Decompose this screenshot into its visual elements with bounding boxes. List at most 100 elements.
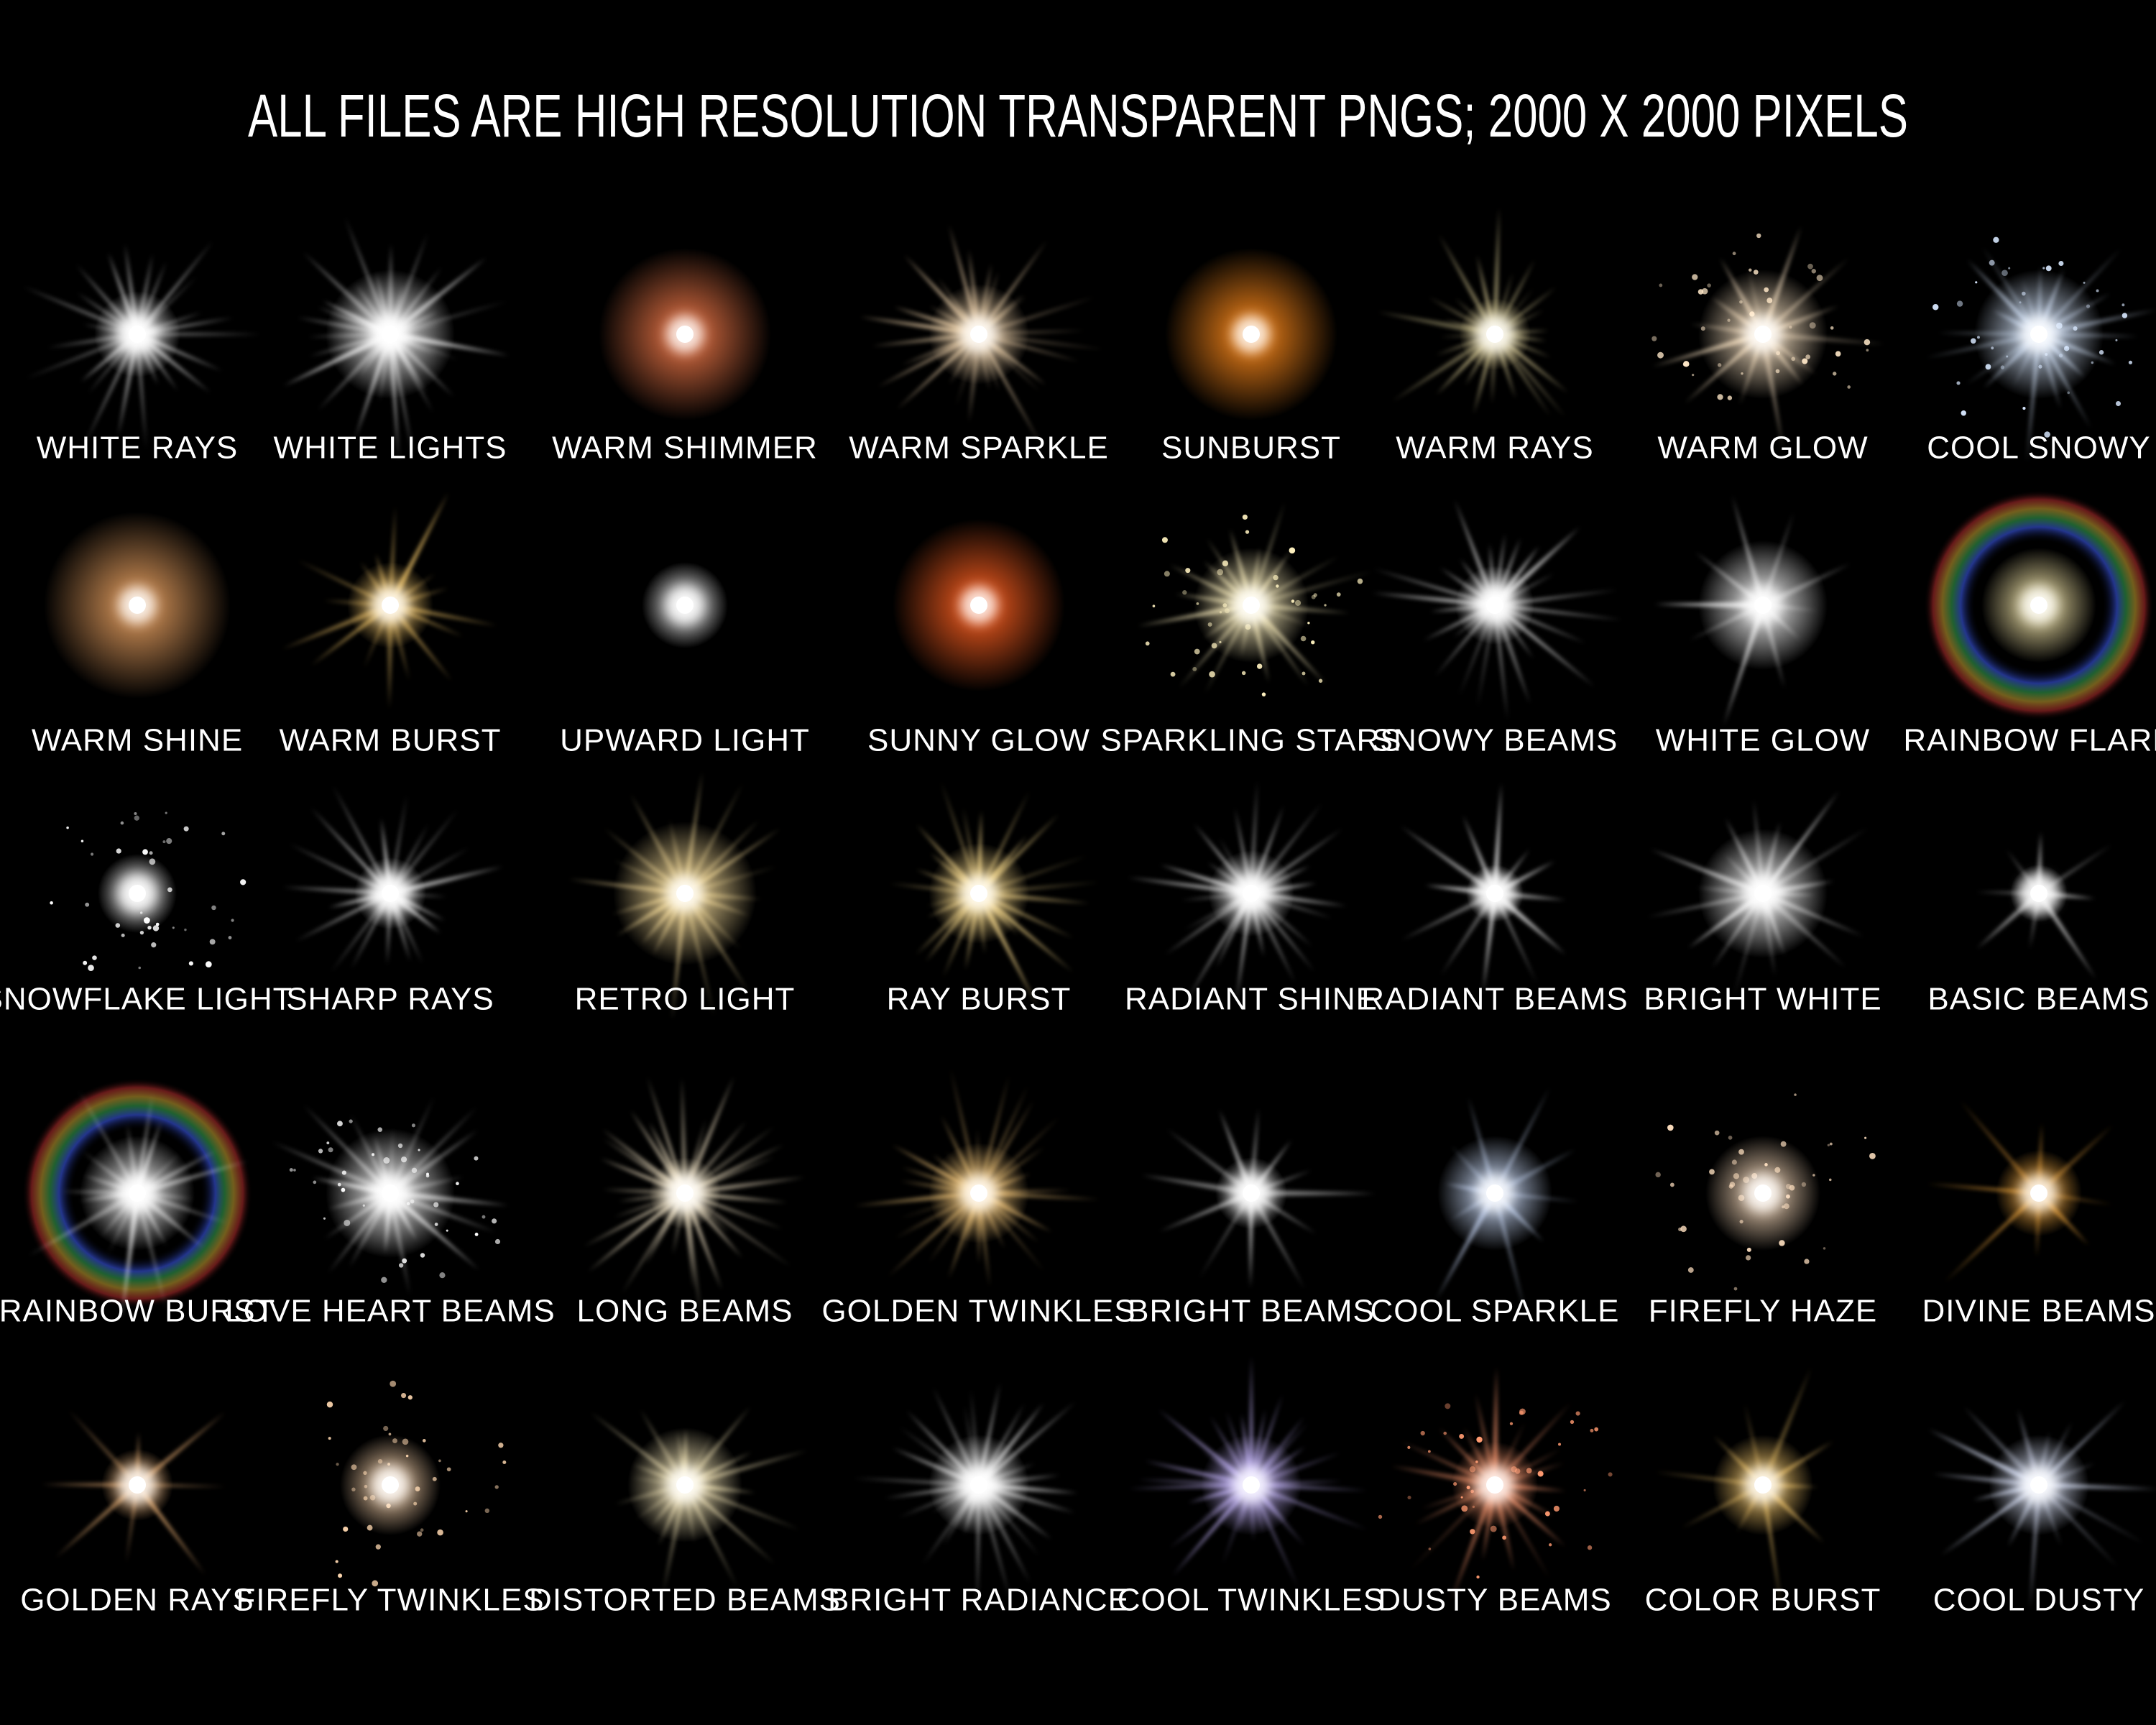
light-effect: [1976, 832, 2112, 980]
ray: [1207, 538, 1253, 607]
ray: [1761, 891, 1864, 937]
ray: [390, 1190, 509, 1206]
ray: [1462, 815, 1498, 895]
ray: [1761, 258, 1849, 336]
ray: [977, 1484, 1039, 1556]
sparkle: [1182, 590, 1187, 595]
ray: [640, 1409, 688, 1487]
ray: [888, 1191, 981, 1276]
sparkle: [1756, 233, 1761, 239]
sparkle: [139, 911, 143, 914]
core: [970, 885, 987, 902]
light-effect: [854, 1069, 1100, 1287]
ray: [663, 1484, 688, 1593]
ray: [1248, 1192, 1304, 1289]
ray: [899, 1427, 980, 1486]
ray: [69, 1410, 139, 1487]
sparkle: [1476, 1575, 1480, 1579]
ray: [1248, 892, 1296, 983]
effect-label: LOVE HEART BEAMS: [225, 1294, 555, 1329]
ray: [390, 301, 507, 336]
sparkle: [162, 840, 166, 844]
sparkle: [1805, 354, 1811, 359]
ray: [1159, 1190, 1253, 1232]
ray: [892, 1145, 980, 1196]
sparkle: [341, 1170, 346, 1175]
light-effect: [1651, 226, 1885, 451]
effect-label: UPWARD LIGHT: [560, 723, 810, 758]
sparkle: [337, 1182, 341, 1187]
ray: [1483, 893, 1498, 994]
ray: [977, 891, 1073, 972]
ray: [900, 1181, 980, 1196]
light-effect: [282, 492, 497, 709]
sparkle: [474, 1233, 479, 1236]
sparkle: [1731, 1159, 1737, 1165]
sparkle: [437, 1529, 443, 1536]
ray: [388, 1130, 478, 1197]
ray: [2030, 1484, 2042, 1610]
sparkle: [337, 1121, 343, 1127]
ray: [926, 891, 982, 962]
sparkle: [1420, 1430, 1425, 1436]
sparkle: [1829, 1142, 1833, 1146]
ray: [135, 334, 147, 448]
sparkle: [413, 1501, 418, 1506]
sparkle: [1145, 641, 1150, 646]
sparkle: [1732, 252, 1736, 256]
ray: [137, 1483, 226, 1487]
ray: [313, 1177, 391, 1197]
sparkle: [1217, 569, 1224, 576]
light-effect: [584, 1076, 805, 1317]
core: [382, 1476, 399, 1494]
core: [129, 1184, 146, 1202]
ray: [1760, 893, 1775, 977]
sparkle: [1164, 571, 1170, 577]
ray: [388, 1097, 434, 1195]
effect-label: RETRO LIGHT: [575, 982, 796, 1017]
ray: [328, 1192, 392, 1273]
ray: [978, 882, 1100, 896]
ray: [333, 786, 392, 895]
sparkle: [1570, 1420, 1575, 1425]
ray: [1759, 334, 1784, 451]
ray: [977, 1382, 1000, 1486]
ray: [1249, 1394, 1283, 1486]
ray: [134, 1190, 204, 1248]
sparkle: [1774, 1167, 1781, 1173]
ray: [1744, 1404, 1765, 1486]
ray: [1378, 312, 1496, 338]
ray: [1249, 803, 1322, 896]
ray: [584, 1191, 686, 1246]
sparkle: [1869, 1152, 1876, 1159]
ray: [977, 891, 1074, 938]
ray: [1733, 893, 1764, 996]
sparkle: [1753, 270, 1759, 275]
effect-label: GOLDEN TWINKLES: [821, 1294, 1135, 1329]
ray: [602, 1129, 687, 1196]
ray: [1732, 495, 1766, 607]
sparkle: [1833, 372, 1837, 376]
sparkle: [392, 1438, 397, 1444]
ray: [622, 1192, 686, 1294]
ray: [388, 257, 487, 337]
sparkle: [1357, 578, 1363, 584]
ray: [47, 331, 138, 348]
ray: [976, 1484, 1031, 1583]
ray: [1226, 1411, 1253, 1486]
sparkle: [1802, 358, 1808, 364]
ray: [388, 334, 413, 456]
sparkle: [433, 1202, 439, 1208]
light-effect: [642, 562, 728, 648]
sparkle: [183, 826, 189, 832]
sparkle: [492, 1218, 497, 1224]
sparkle: [209, 939, 216, 945]
light-effect: [326, 1380, 507, 1587]
ray: [1144, 1460, 1253, 1489]
ray: [1450, 1484, 1498, 1601]
core: [129, 1476, 146, 1494]
ray: [1761, 564, 1851, 609]
ray: [1493, 332, 1565, 417]
sparkle: [1289, 547, 1296, 554]
sparkle: [1766, 298, 1773, 304]
